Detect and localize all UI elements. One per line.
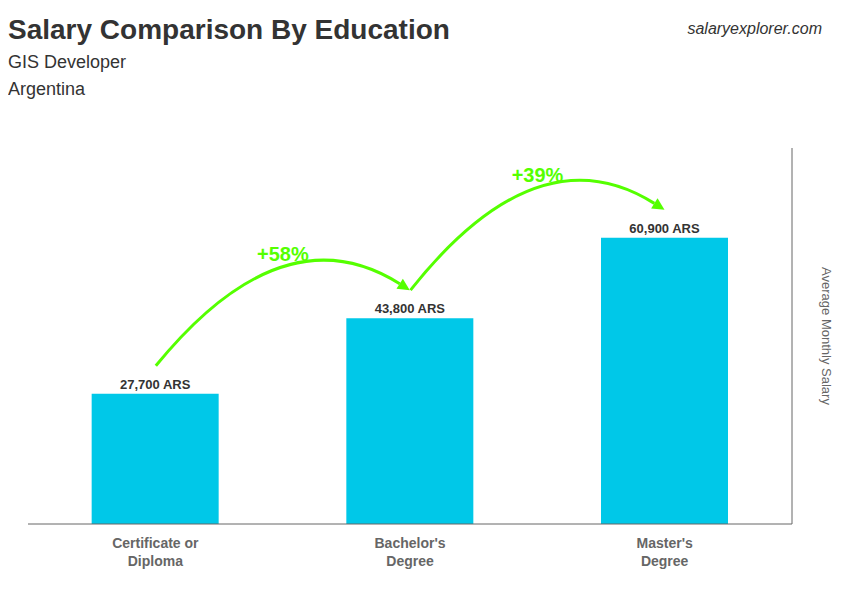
html-text:Salary Comparison By Education: Salary Comparison By Education	[8, 14, 450, 45]
svg-text:60,900 ARS: 60,900 ARS	[629, 221, 700, 236]
svg-text:Bachelor'sDegree: Bachelor'sDegree	[374, 535, 445, 569]
html-text:Argentina: Argentina	[8, 79, 86, 99]
svg-text:Average Monthly Salary: Average Monthly Salary	[819, 267, 834, 405]
svg-text:+39%: +39%	[512, 164, 564, 186]
html-text:GIS Developer: GIS Developer	[8, 52, 127, 72]
svg-text:Master'sDegree: Master'sDegree	[637, 535, 693, 569]
svg-text:27,700 ARS: 27,700 ARS	[120, 377, 191, 392]
html-text:salaryexplorer.com: salaryexplorer.com	[687, 20, 822, 37]
svg-text:+58%: +58%	[257, 243, 309, 265]
svg-text:Certificate orDiploma: Certificate orDiploma	[112, 535, 199, 569]
svg-text:43,800 ARS: 43,800 ARS	[375, 301, 446, 316]
